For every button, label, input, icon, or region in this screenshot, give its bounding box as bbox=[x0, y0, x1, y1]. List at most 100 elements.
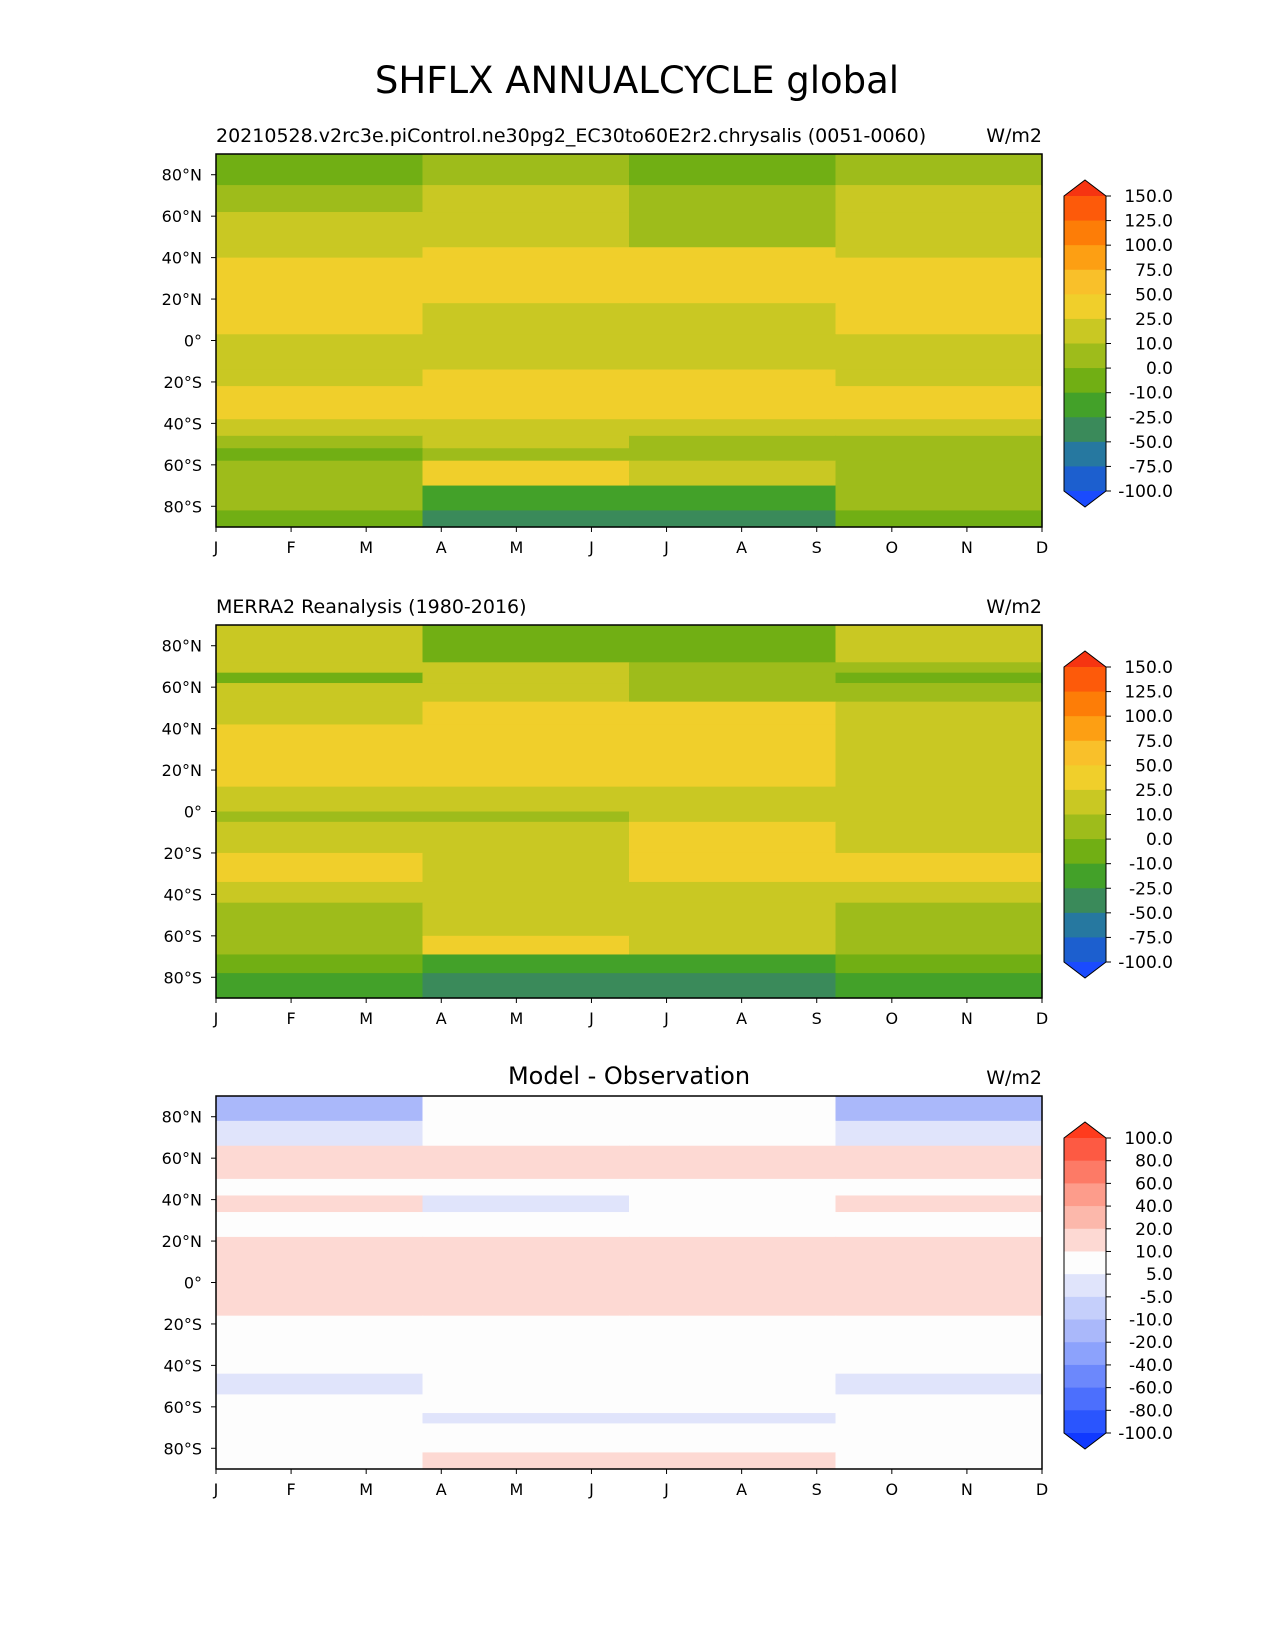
x-tick-label: M bbox=[509, 538, 523, 557]
contour-band bbox=[629, 257, 837, 304]
colorbar-label: 50.0 bbox=[1135, 285, 1173, 305]
colorbar-label: -25.0 bbox=[1129, 879, 1173, 899]
contour-band bbox=[422, 935, 630, 956]
colorbar-label: -50.0 bbox=[1129, 904, 1173, 924]
x-tick-label: N bbox=[961, 1009, 973, 1028]
y-tick-label: 20°N bbox=[162, 290, 202, 309]
contour-band bbox=[835, 247, 1043, 259]
contour-band bbox=[216, 683, 424, 703]
x-tick-label: M bbox=[359, 1480, 373, 1499]
panel-title: MERRA2 Reanalysis (1980-2016) bbox=[216, 596, 527, 618]
colorbar-label: 125.0 bbox=[1124, 683, 1173, 703]
y-tick-label: 60°N bbox=[162, 1149, 202, 1168]
colorbar-label: 0.0 bbox=[1146, 830, 1173, 850]
contour-band bbox=[422, 303, 630, 335]
y-tick-label: 40°N bbox=[162, 720, 202, 739]
y-tick-label: 20°S bbox=[163, 1315, 202, 1334]
x-tick-label: O bbox=[886, 1480, 899, 1499]
contour-band bbox=[835, 1423, 1043, 1454]
colorbar-swatch bbox=[1064, 814, 1106, 840]
contour-band bbox=[629, 247, 837, 259]
colorbar-label: 75.0 bbox=[1135, 261, 1173, 281]
contour-band bbox=[629, 1096, 837, 1122]
contour-band bbox=[835, 625, 1043, 663]
contour-band bbox=[629, 852, 837, 883]
contour-band bbox=[835, 683, 1043, 703]
contour-band bbox=[835, 786, 1043, 813]
contour-band bbox=[216, 460, 424, 487]
panel-units: W/m2 bbox=[986, 125, 1042, 147]
x-tick-label: A bbox=[436, 1009, 447, 1028]
contour-band bbox=[422, 386, 630, 420]
x-tick-label: J bbox=[588, 538, 594, 557]
colorbar-label: 40.0 bbox=[1135, 1197, 1173, 1217]
contour-band bbox=[422, 724, 630, 788]
colorbar-swatch bbox=[1064, 789, 1106, 815]
contour-field bbox=[216, 1096, 1043, 1470]
y-tick-label: 0° bbox=[184, 1274, 202, 1293]
contour-band bbox=[835, 212, 1043, 248]
contour-band bbox=[835, 435, 1043, 449]
contour-band bbox=[422, 1178, 630, 1197]
contour-band bbox=[422, 1096, 630, 1122]
contour-band bbox=[422, 683, 630, 703]
contour-band bbox=[216, 1315, 424, 1375]
contour-band bbox=[835, 1212, 1043, 1238]
x-tick-label: O bbox=[886, 1009, 899, 1028]
x-tick-label: J bbox=[213, 1009, 219, 1028]
colorbar-swatch bbox=[1064, 466, 1106, 492]
colorbar-label: 10.0 bbox=[1135, 335, 1173, 355]
contour-band bbox=[422, 154, 630, 186]
contour-band bbox=[835, 1394, 1043, 1414]
contour-band bbox=[422, 485, 630, 512]
contour-band bbox=[422, 435, 630, 449]
colorbar-swatch bbox=[1064, 294, 1106, 320]
contour-band bbox=[216, 485, 424, 512]
contour-band bbox=[422, 811, 630, 823]
contour-band bbox=[835, 1145, 1043, 1180]
contour-band bbox=[835, 811, 1043, 823]
y-tick-label: 20°N bbox=[162, 1232, 202, 1251]
contour-band bbox=[629, 334, 837, 371]
contour-band bbox=[835, 1452, 1043, 1470]
colorbar: 100.0 80.060.0 40.0 20.010.0 5.0 -5.0 -10.0-20… bbox=[1063, 1121, 1173, 1450]
x-tick-label: A bbox=[436, 1480, 447, 1499]
panel-title: Model - Observation bbox=[508, 1062, 750, 1090]
contour-band bbox=[835, 448, 1043, 462]
contour-band bbox=[835, 935, 1043, 956]
figure-title: SHFLX ANNUALCYCLE global bbox=[375, 59, 899, 102]
contour-band bbox=[835, 485, 1043, 512]
colorbar-label: -80.0 bbox=[1129, 1401, 1173, 1421]
y-tick-label: 20°S bbox=[163, 373, 202, 392]
contour-band bbox=[216, 1423, 424, 1454]
contour-band bbox=[835, 303, 1043, 335]
colorbar-swatch bbox=[1064, 1183, 1106, 1207]
contour-band bbox=[422, 786, 630, 813]
contour-band bbox=[216, 386, 424, 420]
colorbar-swatch bbox=[1064, 667, 1106, 693]
colorbar-label: 10.0 bbox=[1135, 1242, 1173, 1262]
colorbar: 150.0 125.0 100.0 75.0 50.0 25.0 10.0 0.0 -10.0 -… bbox=[1063, 650, 1173, 979]
contour-band bbox=[422, 212, 630, 248]
colorbar-label: -75.0 bbox=[1129, 928, 1173, 948]
y-tick-label: 80°N bbox=[162, 637, 202, 656]
contour-band bbox=[216, 1394, 424, 1414]
contour-band bbox=[422, 334, 630, 371]
colorbar-swatch bbox=[1064, 1387, 1106, 1411]
y-tick-label: 80°N bbox=[162, 166, 202, 185]
contour-band bbox=[216, 448, 424, 462]
contour-band bbox=[835, 672, 1043, 684]
contour-band bbox=[216, 303, 424, 335]
contour-band bbox=[629, 1195, 837, 1213]
y-tick-label: 40°S bbox=[163, 885, 202, 904]
contour-band bbox=[835, 460, 1043, 487]
contour-band bbox=[422, 257, 630, 304]
colorbar-swatch bbox=[1064, 245, 1106, 271]
contour-band bbox=[216, 672, 424, 684]
contour-band bbox=[629, 386, 837, 420]
colorbar-label: -10.0 bbox=[1129, 1311, 1173, 1331]
contour-band bbox=[422, 852, 630, 883]
contour-band bbox=[629, 821, 837, 854]
